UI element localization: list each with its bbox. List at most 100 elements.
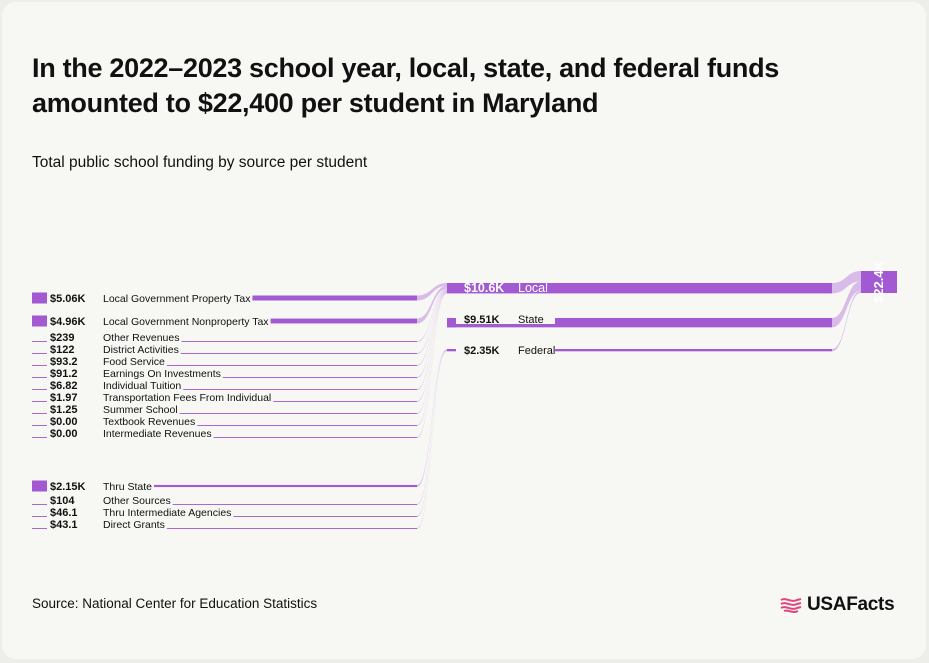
source-label-thru-intermediate-agencies: Thru Intermediate Agencies bbox=[103, 507, 231, 519]
node-value-local: $10.6K bbox=[464, 281, 504, 295]
node-label-local: Local bbox=[518, 281, 548, 295]
node-bar-local bbox=[447, 283, 832, 294]
source-bar-district-activities bbox=[180, 353, 417, 354]
source-swatch-thru-intermediate-agencies bbox=[32, 516, 47, 517]
source-value-district-activities: $122 bbox=[50, 344, 74, 356]
flow-other-sources bbox=[417, 350, 447, 505]
source-label-other-revenues: Other Revenues bbox=[103, 332, 179, 344]
source-bar-individual-tuition bbox=[183, 389, 417, 390]
flow-textbook-revenues bbox=[417, 292, 447, 426]
us-flag-icon bbox=[780, 598, 802, 613]
source-label-local-government-property-tax: Local Government Property Tax bbox=[103, 293, 251, 305]
flow-state-to-total bbox=[832, 281, 861, 328]
source-bar-transportation-fees-from-individual bbox=[273, 401, 417, 402]
source-bar-summer-school bbox=[179, 413, 417, 414]
node-stub-federal bbox=[447, 349, 456, 352]
source-bar-thru-state bbox=[154, 484, 417, 488]
source-value-local-government-property-tax: $5.06K bbox=[50, 293, 86, 305]
source-bar-earnings-on-investments bbox=[222, 377, 417, 378]
source-swatch-earnings-on-investments bbox=[32, 377, 47, 378]
node-label-bg-federal bbox=[447, 343, 555, 355]
total-node-bar bbox=[861, 271, 897, 293]
source-swatch-food-service bbox=[32, 365, 47, 366]
node-bar-federal bbox=[447, 349, 832, 352]
flow-earnings-on-investments bbox=[417, 290, 447, 378]
source-bar-local-government-nonproperty-tax bbox=[270, 318, 417, 324]
source-bar-local-government-property-tax bbox=[252, 295, 417, 301]
source-value-food-service: $93.2 bbox=[50, 356, 78, 368]
source-swatch-other-sources bbox=[32, 504, 47, 505]
source-swatch-other-revenues bbox=[32, 341, 47, 342]
source-label-individual-tuition: Individual Tuition bbox=[103, 380, 181, 392]
source-label-summer-school: Summer School bbox=[103, 404, 178, 416]
source-bar-direct-grants bbox=[166, 528, 417, 529]
node-bar-state bbox=[447, 318, 832, 328]
source-swatch-local-government-property-tax bbox=[32, 292, 47, 304]
source-swatch-textbook-revenues bbox=[32, 425, 47, 426]
source-label-earnings-on-investments: Earnings On Investments bbox=[103, 368, 221, 380]
logo-text: USAFacts bbox=[807, 594, 895, 615]
source-label-direct-grants: Direct Grants bbox=[103, 519, 165, 531]
source-value-other-sources: $104 bbox=[50, 495, 75, 507]
source-bar-textbook-revenues bbox=[197, 425, 417, 426]
source-value-direct-grants: $43.1 bbox=[50, 519, 78, 531]
flow-local-to-total bbox=[832, 271, 861, 294]
source-swatch-individual-tuition bbox=[32, 389, 47, 390]
source-value-transportation-fees-from-individual: $1.97 bbox=[50, 392, 78, 404]
flow-federal-to-total bbox=[832, 290, 861, 352]
source-bar-thru-intermediate-agencies bbox=[233, 516, 417, 517]
flow-direct-grants bbox=[417, 350, 447, 529]
flow-transportation-fees-from-individual bbox=[417, 291, 447, 402]
flow-other-revenues bbox=[417, 288, 447, 342]
source-label-food-service: Food Service bbox=[103, 356, 165, 368]
source-swatch-thru-state bbox=[32, 480, 47, 492]
source-value-earnings-on-investments: $91.2 bbox=[50, 368, 78, 380]
source-value-textbook-revenues: $0.00 bbox=[50, 416, 78, 428]
source-value-intermediate-revenues: $0.00 bbox=[50, 428, 78, 440]
chart-subtitle: Total public school funding by source pe… bbox=[32, 154, 368, 171]
node-label-state: State bbox=[518, 314, 544, 326]
source-value-thru-state: $2.15K bbox=[50, 481, 86, 493]
flow-intermediate-revenues bbox=[417, 292, 447, 438]
flow-thru-intermediate-agencies bbox=[417, 350, 447, 517]
source-swatch-direct-grants bbox=[32, 528, 47, 529]
flow-summer-school bbox=[417, 291, 447, 414]
source-value-summer-school: $1.25 bbox=[50, 404, 78, 416]
source-swatch-summer-school bbox=[32, 413, 47, 414]
node-label-bg-state bbox=[447, 312, 555, 324]
flow-food-service bbox=[417, 289, 447, 366]
flow-local-government-property-tax bbox=[417, 283, 447, 301]
flow-local-government-nonproperty-tax bbox=[417, 285, 447, 324]
source-swatch-transportation-fees-from-individual bbox=[32, 401, 47, 402]
flow-individual-tuition bbox=[417, 290, 447, 390]
usafacts-logo: USAFacts bbox=[779, 592, 895, 618]
source-label-local-government-nonproperty-tax: Local Government Nonproperty Tax bbox=[103, 316, 269, 328]
source-label-transportation-fees-from-individual: Transportation Fees From Individual bbox=[103, 392, 271, 404]
source-note: Source: National Center for Education St… bbox=[32, 596, 318, 611]
source-bar-food-service bbox=[166, 365, 417, 366]
node-label-federal: Federal bbox=[518, 345, 555, 357]
node-value-federal: $2.35K bbox=[464, 345, 500, 357]
node-value-state: $9.51K bbox=[464, 314, 500, 326]
source-swatch-intermediate-revenues bbox=[32, 437, 47, 438]
source-swatch-local-government-nonproperty-tax bbox=[32, 315, 47, 327]
source-label-intermediate-revenues: Intermediate Revenues bbox=[103, 428, 212, 440]
source-label-other-sources: Other Sources bbox=[103, 495, 171, 507]
flow-district-activities bbox=[417, 289, 447, 354]
source-value-other-revenues: $239 bbox=[50, 332, 74, 344]
source-bar-intermediate-revenues bbox=[213, 437, 417, 438]
source-swatch-district-activities bbox=[32, 353, 47, 354]
source-value-individual-tuition: $6.82 bbox=[50, 380, 78, 392]
source-bar-other-revenues bbox=[181, 341, 417, 342]
page-title: In the 2022–2023 school year, local, sta… bbox=[32, 53, 780, 118]
source-bar-other-sources bbox=[172, 504, 417, 505]
source-label-district-activities: District Activities bbox=[103, 344, 179, 356]
source-value-thru-intermediate-agencies: $46.1 bbox=[50, 507, 78, 519]
source-value-local-government-nonproperty-tax: $4.96K bbox=[50, 316, 86, 328]
source-label-thru-state: Thru State bbox=[103, 481, 152, 493]
source-label-textbook-revenues: Textbook Revenues bbox=[103, 416, 195, 428]
total-node-value: $22.4K bbox=[871, 260, 886, 303]
node-stub-state bbox=[447, 318, 456, 328]
